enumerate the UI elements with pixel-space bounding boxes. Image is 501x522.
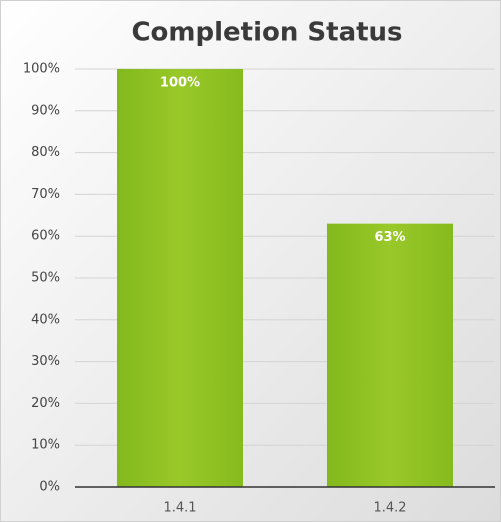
bar [117, 69, 243, 487]
x-tick-label: 1.4.2 [373, 501, 406, 516]
y-tick-label: 20% [31, 396, 60, 411]
y-tick-label: 80% [31, 145, 60, 160]
y-tick-label: 90% [31, 103, 60, 118]
y-tick-label: 40% [31, 312, 60, 327]
y-tick-label: 50% [31, 271, 60, 286]
chart-title: Completion Status [131, 18, 402, 48]
bar [327, 223, 453, 487]
y-tick-label: 0% [39, 480, 60, 495]
x-tick-label: 1.4.1 [163, 501, 196, 516]
data-label: 100% [160, 76, 200, 91]
y-tick-label: 70% [31, 187, 60, 202]
y-tick-label: 10% [31, 438, 60, 453]
data-label: 63% [374, 230, 405, 245]
y-tick-label: 30% [31, 354, 60, 369]
y-tick-label: 60% [31, 229, 60, 244]
y-tick-label: 100% [23, 62, 60, 77]
